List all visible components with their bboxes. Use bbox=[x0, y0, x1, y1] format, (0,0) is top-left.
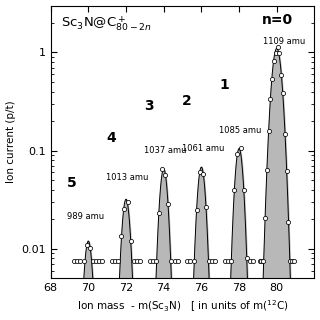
Point bbox=[153, 259, 158, 264]
Point bbox=[191, 259, 196, 264]
Point bbox=[222, 259, 228, 264]
Point bbox=[244, 256, 249, 261]
Point bbox=[275, 44, 280, 50]
Text: 1: 1 bbox=[219, 77, 229, 92]
Point bbox=[268, 97, 273, 102]
Point bbox=[232, 188, 237, 193]
Point bbox=[131, 259, 136, 264]
Point bbox=[247, 259, 252, 264]
Point bbox=[286, 219, 291, 224]
Point bbox=[273, 51, 278, 56]
Point bbox=[166, 202, 171, 207]
Point bbox=[279, 73, 284, 78]
Point bbox=[172, 259, 177, 264]
Point bbox=[281, 90, 286, 95]
Text: 1037 amu: 1037 amu bbox=[144, 146, 186, 155]
Point bbox=[122, 206, 127, 211]
Point bbox=[277, 51, 282, 56]
Point bbox=[150, 259, 155, 264]
Point bbox=[266, 129, 271, 134]
Point bbox=[226, 259, 231, 264]
Point bbox=[72, 259, 77, 264]
Point bbox=[97, 259, 102, 264]
Point bbox=[156, 211, 162, 216]
Point bbox=[207, 259, 212, 264]
Point bbox=[262, 215, 268, 220]
Point bbox=[128, 238, 133, 244]
Point bbox=[264, 167, 269, 172]
Point bbox=[138, 259, 143, 264]
Text: n=0: n=0 bbox=[262, 13, 293, 27]
Point bbox=[78, 259, 83, 264]
Point bbox=[84, 243, 89, 248]
Point bbox=[100, 259, 105, 264]
Point bbox=[271, 58, 276, 63]
Point bbox=[261, 259, 266, 264]
Point bbox=[204, 205, 209, 210]
Text: 1109 amu: 1109 amu bbox=[263, 37, 305, 46]
Point bbox=[284, 168, 289, 173]
Text: 5: 5 bbox=[67, 176, 76, 190]
Point bbox=[175, 259, 180, 264]
Point bbox=[241, 188, 246, 193]
Point bbox=[87, 246, 92, 251]
Text: 3: 3 bbox=[144, 99, 154, 113]
Point bbox=[91, 259, 96, 264]
Point bbox=[290, 259, 295, 264]
Point bbox=[119, 234, 124, 239]
Point bbox=[210, 259, 215, 264]
Point bbox=[257, 259, 262, 264]
Text: 1085 amu: 1085 amu bbox=[219, 126, 262, 135]
Point bbox=[270, 76, 275, 82]
Point bbox=[235, 152, 240, 157]
Text: 1013 amu: 1013 amu bbox=[106, 173, 148, 182]
Point bbox=[194, 207, 199, 212]
Point bbox=[169, 259, 174, 264]
Point bbox=[109, 259, 115, 264]
Text: 2: 2 bbox=[181, 94, 191, 108]
Y-axis label: Ion current (p/t): Ion current (p/t) bbox=[5, 101, 16, 183]
Point bbox=[147, 259, 152, 264]
Point bbox=[200, 171, 205, 176]
Text: 989 amu: 989 amu bbox=[67, 212, 104, 221]
Point bbox=[259, 259, 264, 264]
Point bbox=[160, 166, 165, 171]
Point bbox=[251, 259, 256, 264]
Point bbox=[163, 172, 168, 178]
Text: 4: 4 bbox=[106, 131, 116, 145]
Point bbox=[134, 259, 140, 264]
Point bbox=[188, 259, 193, 264]
Text: Sc$_3$N@C$^+_{80-2n}$: Sc$_3$N@C$^+_{80-2n}$ bbox=[61, 14, 152, 33]
Point bbox=[75, 259, 80, 264]
Point bbox=[125, 199, 130, 204]
Point bbox=[238, 145, 243, 150]
Point bbox=[213, 259, 218, 264]
Text: 1061 amu: 1061 amu bbox=[181, 144, 224, 153]
X-axis label: Ion mass  - m(Sc$_3$N)   [ in units of m($^{12}$C): Ion mass - m(Sc$_3$N) [ in units of m($^… bbox=[77, 299, 288, 315]
Point bbox=[116, 259, 121, 264]
Point bbox=[185, 259, 190, 264]
Point bbox=[93, 259, 99, 264]
Point bbox=[282, 132, 287, 137]
Point bbox=[113, 259, 118, 264]
Point bbox=[288, 259, 293, 264]
Point bbox=[229, 259, 234, 264]
Point bbox=[197, 169, 202, 174]
Point bbox=[291, 259, 296, 264]
Point bbox=[81, 259, 86, 264]
